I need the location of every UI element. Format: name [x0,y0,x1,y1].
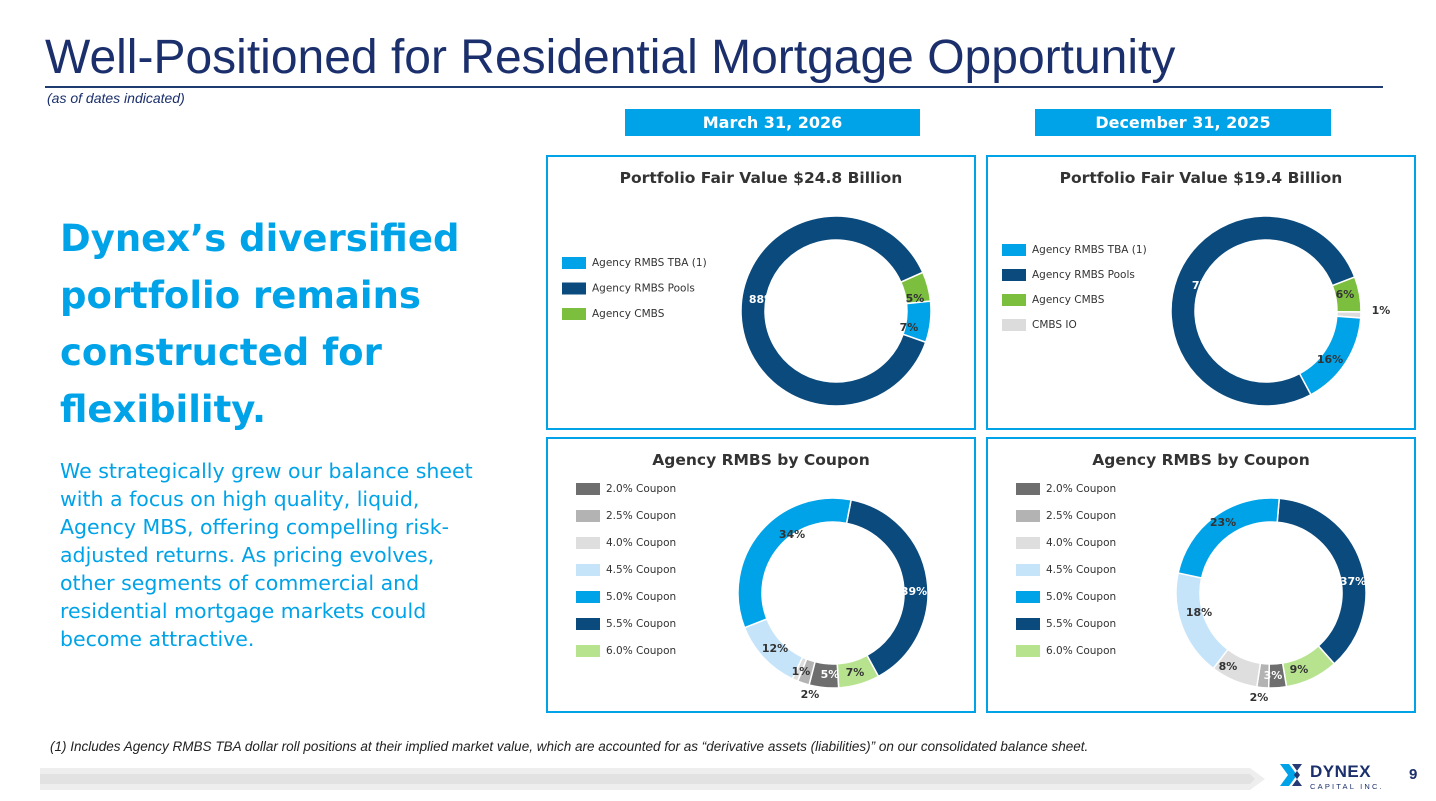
legend-swatch-agency-rmbs-pools [1002,269,1026,281]
legend-label-2-5-coupon: 2.5% Coupon [606,510,676,522]
legend-label-agency-cmbs: Agency CMBS [592,308,665,320]
legend-label-4-5-coupon: 4.5% Coupon [1046,564,1116,576]
logo-subtitle: CAPITAL INC. [1310,782,1384,791]
legend-label-6-0-coupon: 6.0% Coupon [1046,645,1116,657]
data-label-4-0-coupon: 8% [1219,660,1238,673]
title-divider [45,86,1383,88]
legend-label-2-0-coupon: 2.0% Coupon [1046,483,1116,495]
legend-swatch-agency-cmbs [1002,294,1026,306]
date-tab-prior: December 31, 2025 [1035,109,1331,136]
date-tab-current: March 31, 2026 [625,109,920,136]
legend-label-agency-rmbs-pools: Agency RMBS Pools [592,283,695,295]
chart-portfolio-prior: 6% 1% 16% 77% Agency RMBS TBA (1) Agency RMBS… [986,155,1416,430]
legend-swatch-2-5-coupon [1016,510,1040,522]
chart-title: Agency RMBS by Coupon [652,451,870,469]
data-label-2-0-coupon: 3% [1264,669,1283,682]
data-label-4-5-coupon: 12% [762,642,788,655]
page-number: 9 [1409,766,1418,783]
legend-swatch-4-5-coupon [1016,564,1040,576]
legend-label-agency-rmbs-tba-1: Agency RMBS TBA (1) [592,257,707,269]
legend-label-5-0-coupon: 5.0% Coupon [606,591,676,603]
legend-swatch-agency-rmbs-pools [562,282,586,295]
legend-label-agency-rmbs-tba-1: Agency RMBS TBA (1) [1032,244,1147,256]
legend-swatch-2-5-coupon [576,510,600,522]
legend-label-4-0-coupon: 4.0% Coupon [606,537,676,549]
legend-label-2-5-coupon: 2.5% Coupon [1046,510,1116,522]
page-subtitle: (as of dates indicated) [47,90,185,106]
slice-agency-rmbs-pools [740,215,927,407]
legend-swatch-agency-cmbs [562,308,586,320]
chart-portfolio-current-svg: 5% 7% 88% Agency RMBS TBA (1) Agency RMBS Po… [562,215,932,407]
headline: Dynex’s diversified portfolio remains co… [60,217,460,431]
chart-title: Portfolio Fair Value $24.8 Billion [619,169,903,187]
legend-swatch-5-0-coupon [1016,591,1040,603]
legend-swatch-5-5-coupon [1016,618,1040,630]
slice-4-5-coupon [1175,572,1229,670]
data-label-5-0-coupon: 34% [779,528,805,541]
chart-coupon-prior-svg: 37% 9% 3% 2% 8% 18% 23% 2.0% Coupon 2.5% Coupon 4… [1016,483,1367,704]
company-logo: DYNEX CAPITAL INC. [1280,760,1390,796]
legend-label-agency-cmbs: Agency CMBS [1032,294,1105,306]
legend-label-agency-rmbs-pools: Agency RMBS Pools [1032,269,1135,281]
data-label-6-0-coupon: 9% [1290,663,1309,676]
data-label-agency-rmbs-pools: 88% [749,293,775,306]
chart-portfolio-current: 5% 7% 88% Agency RMBS TBA (1) Agency RMBS Po… [546,155,976,430]
data-label-agency-cmbs: 5% [906,292,925,305]
chart-coupon-current-svg: 39% 7% 5%2% 1% 12% 34% 2.0% Coupon 2.5% Coupon 4… [576,483,929,701]
legend-swatch-5-5-coupon [576,618,600,630]
slice-5-0-coupon [1177,497,1281,579]
slice-agency-rmbs-pools [1170,215,1356,407]
data-label-2-5-coupon: 2% [801,688,820,701]
legend-swatch-2-0-coupon [1016,483,1040,495]
legend-label-4-5-coupon: 4.5% Coupon [606,564,676,576]
page-title: Well-Positioned for Residential Mortgage… [45,31,1176,84]
legend-swatch-2-0-coupon [576,483,600,495]
legend-swatch-6-0-coupon [576,645,600,657]
legend-label-cmbs-io: CMBS IO [1032,319,1077,331]
legend-label-5-5-coupon: 5.5% Coupon [606,618,676,630]
legend-label-2-0-coupon: 2.0% Coupon [606,483,676,495]
body-text: We strategically grew our balance sheet … [60,459,473,651]
data-label-agency-cmbs: 6% [1336,288,1355,301]
legend-swatch-agency-rmbs-tba-1 [1002,244,1026,256]
chart-coupon-current: 39% 7% 5% 2% 1% 12% 34% 2.0% Coupon 2.5% Coupon 4… [546,437,976,713]
legend-swatch-cmbs-io [1002,319,1026,331]
legend-swatch-4-0-coupon [1016,537,1040,549]
data-label-5-5-coupon: 39% [901,585,927,598]
bottom-decor-bar [40,768,1265,790]
data-label-agency-rmbs-tba-1: 16% [1317,353,1343,366]
chart-portfolio-prior-svg: 6% 1% 16% 77% Agency RMBS TBA (1) Agency RMBS… [1002,215,1391,407]
data-label-2-5-coupon: 2% [1250,691,1269,704]
legend-label-6-0-coupon: 6.0% Coupon [606,645,676,657]
data-label-6-0-coupon: 7% [846,666,865,679]
data-label-4-0-coupon: 1% [792,665,811,678]
legend-swatch-agency-rmbs-tba-1 [562,257,586,269]
data-label-agency-rmbs-tba-1: 7% [900,321,919,334]
logo-name: DYNEX [1310,762,1372,781]
chart-title: Portfolio Fair Value $19.4 Billion [1059,169,1343,187]
slice-5-0-coupon [737,497,853,629]
legend-label-4-0-coupon: 4.0% Coupon [1046,537,1116,549]
legend-label-5-5-coupon: 5.5% Coupon [1046,618,1116,630]
chart-coupon-prior: 37% 9% 3% 2% 8% 18% 23% 2.0% Coupon 2.5% Coupon 4… [986,437,1416,713]
data-label-2-0-coupon: 5% [821,668,840,681]
legend-swatch-4-0-coupon [576,537,600,549]
data-label-4-5-coupon: 18% [1186,606,1212,619]
data-label-5-5-coupon: 37% [1340,575,1366,588]
data-label-agency-rmbs-pools: 77% [1192,279,1218,292]
data-label-5-0-coupon: 23% [1210,516,1236,529]
data-label-cmbs-io: 1% [1372,304,1391,317]
legend-swatch-6-0-coupon [1016,645,1040,657]
chart-title: Agency RMBS by Coupon [1092,451,1310,469]
logo-mark-icon [1280,764,1302,786]
legend-swatch-4-5-coupon [576,564,600,576]
footnote: (1) Includes Agency RMBS TBA dollar roll… [50,739,1089,754]
legend-label-5-0-coupon: 5.0% Coupon [1046,591,1116,603]
legend-swatch-5-0-coupon [576,591,600,603]
